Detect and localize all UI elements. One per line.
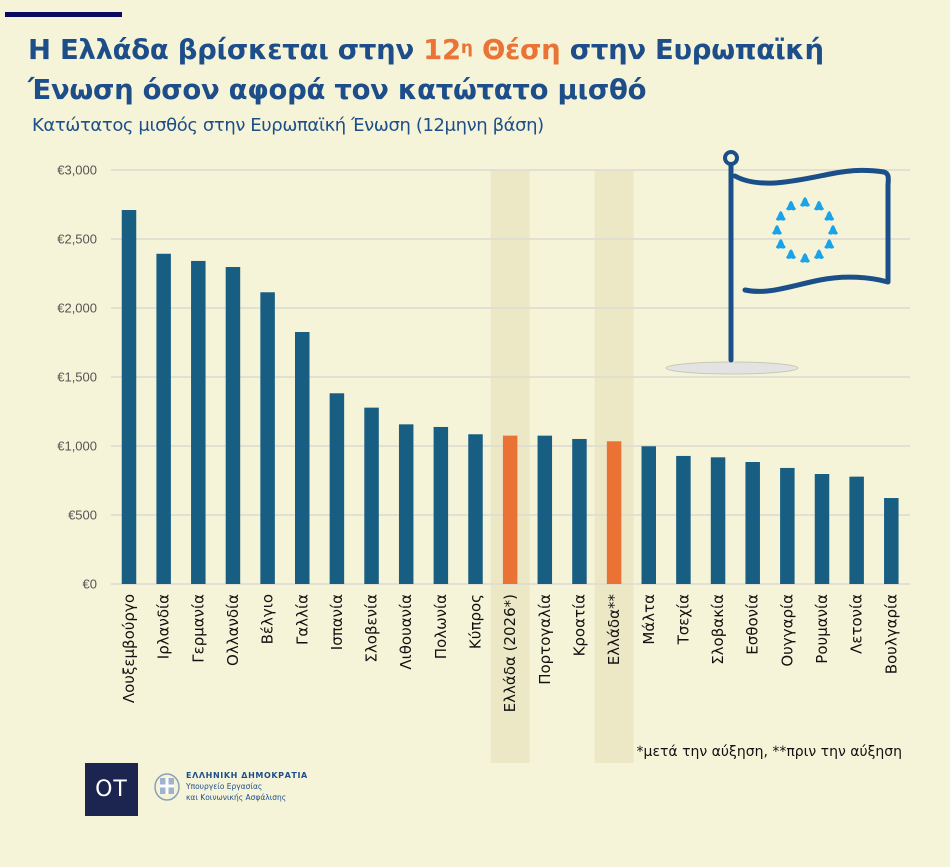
x-tick-label: Ισπανία xyxy=(328,594,346,650)
x-tick-label: Σλοβακία xyxy=(709,594,727,665)
x-tick-label: Βουλγαρία xyxy=(882,594,900,674)
title-part1: Η Ελλάδα βρίσκεται στην xyxy=(28,34,424,66)
bar xyxy=(537,435,553,584)
y-tick-label: €2,000 xyxy=(57,301,97,316)
ministry-line2: Υπουργείο Εργασίας xyxy=(186,782,263,791)
x-tick-label: Λουξεμβούργο xyxy=(120,594,138,703)
bar xyxy=(745,462,760,584)
ot-logo-text: OT xyxy=(95,777,128,802)
greek-coat-of-arms-icon xyxy=(154,772,180,801)
bar xyxy=(676,455,691,584)
title-rank-number: 12 xyxy=(423,34,461,66)
bar xyxy=(606,441,622,584)
eu-star-icon xyxy=(824,211,835,221)
bar xyxy=(295,332,310,584)
bar xyxy=(468,434,483,584)
x-tick-label: Ολλανδία xyxy=(224,594,242,666)
title-highlight: Θέση xyxy=(481,34,561,66)
bar xyxy=(329,393,345,584)
bar xyxy=(641,446,656,584)
eu-star-icon xyxy=(772,225,782,235)
x-tick-label: Τσεχία xyxy=(674,594,692,646)
eu-star-icon xyxy=(828,225,838,235)
bar xyxy=(156,253,171,585)
eu-star-icon xyxy=(775,211,786,221)
y-tick-label: €2,500 xyxy=(57,232,97,247)
footnote: *μετά την αύξηση, **πριν την αύξηση xyxy=(636,744,902,760)
y-tick-label: €1,000 xyxy=(57,439,97,454)
bar xyxy=(433,426,449,584)
eu-star-icon xyxy=(824,239,835,249)
eu-star-icon xyxy=(786,249,796,259)
bar xyxy=(710,457,726,584)
x-tick-label: Ιρλανδία xyxy=(155,594,173,659)
x-tick-label: Ελλάδα** xyxy=(605,594,623,666)
eu-star-icon xyxy=(814,200,824,211)
x-tick-label: Κροατία xyxy=(570,594,588,657)
y-tick-label: €1,500 xyxy=(57,370,97,385)
x-tick-label: Γερμανία xyxy=(189,594,207,663)
x-axis-labels: Λουξεμβούργο Ιρλανδία Γερμανία Ολλανδία Βέλγ… xyxy=(120,594,900,713)
ministry-line1: ΕΛΛΗΝΙΚΗ ΔΗΜΟΚΡΑΤΙΑ xyxy=(186,771,308,780)
bar xyxy=(780,467,795,584)
bar xyxy=(260,292,275,584)
bar xyxy=(398,424,414,584)
bar xyxy=(572,438,587,584)
bar xyxy=(502,435,518,584)
eu-star-icon xyxy=(814,249,824,259)
x-tick-label: Πορτογαλία xyxy=(536,594,554,685)
eu-star-icon xyxy=(786,200,796,211)
eu-flag-icon xyxy=(665,150,891,375)
x-tick-label: Βέλγιο xyxy=(259,594,277,644)
bar xyxy=(849,476,864,584)
bar xyxy=(121,210,137,584)
bars xyxy=(121,210,899,585)
x-tick-label: Πολωνία xyxy=(432,594,450,659)
ministry-line3: και Κοινωνικής Ασφάλισης xyxy=(186,793,287,802)
x-tick-label: Σλοβενία xyxy=(363,594,381,663)
ministry-logo: ΕΛΛΗΝΙΚΗ ΔΗΜΟΚΡΑΤΙΑ Υπουργείο Εργασίας κ… xyxy=(154,770,308,803)
bar xyxy=(364,407,379,584)
x-tick-label: Ρουμανία xyxy=(813,594,831,664)
x-tick-label: Γαλλία xyxy=(293,594,311,645)
x-tick-label: Λετονία xyxy=(848,594,866,654)
eu-star-icon xyxy=(800,197,810,207)
bar xyxy=(191,260,206,584)
eu-star-icon xyxy=(800,253,810,263)
bar xyxy=(225,267,241,584)
y-tick-label: €500 xyxy=(68,508,97,523)
title-rank: 12η Θέση xyxy=(423,34,561,66)
page-title: Η Ελλάδα βρίσκεται στην 12η Θέση στην Ευ… xyxy=(28,30,928,110)
bar xyxy=(884,498,899,584)
title-rank-sup: η xyxy=(460,38,473,58)
x-tick-label: Κύπρος xyxy=(467,594,485,649)
y-axis-ticks: €0 €500 €1,000 €1,500 €2,000 €2,500 €3,000 xyxy=(57,163,97,592)
x-tick-label: Εσθονία xyxy=(744,594,762,655)
bar xyxy=(814,474,830,584)
y-tick-label: €0 xyxy=(83,577,97,592)
eu-star-icon xyxy=(775,239,786,249)
title-part2: στην Ευρωπαϊκή Ένωση όσον αφορά τον κατώ… xyxy=(28,34,824,106)
x-tick-label: Ουγγαρία xyxy=(778,594,796,667)
bar-chart: €0 €500 €1,000 €1,500 €2,000 €2,500 €3,000 Λου… xyxy=(57,150,910,763)
ot-logo: OT xyxy=(85,763,138,816)
top-accent-line xyxy=(5,12,122,17)
y-tick-label: €3,000 xyxy=(57,163,97,178)
chart-subtitle: Κατώτατος μισθός στην Ευρωπαϊκή Ένωση (1… xyxy=(32,115,544,136)
x-tick-label: Μάλτα xyxy=(640,594,658,645)
x-tick-label: Ελλάδα (2026*) xyxy=(501,594,519,712)
x-tick-label: Λιθουανία xyxy=(397,594,415,670)
